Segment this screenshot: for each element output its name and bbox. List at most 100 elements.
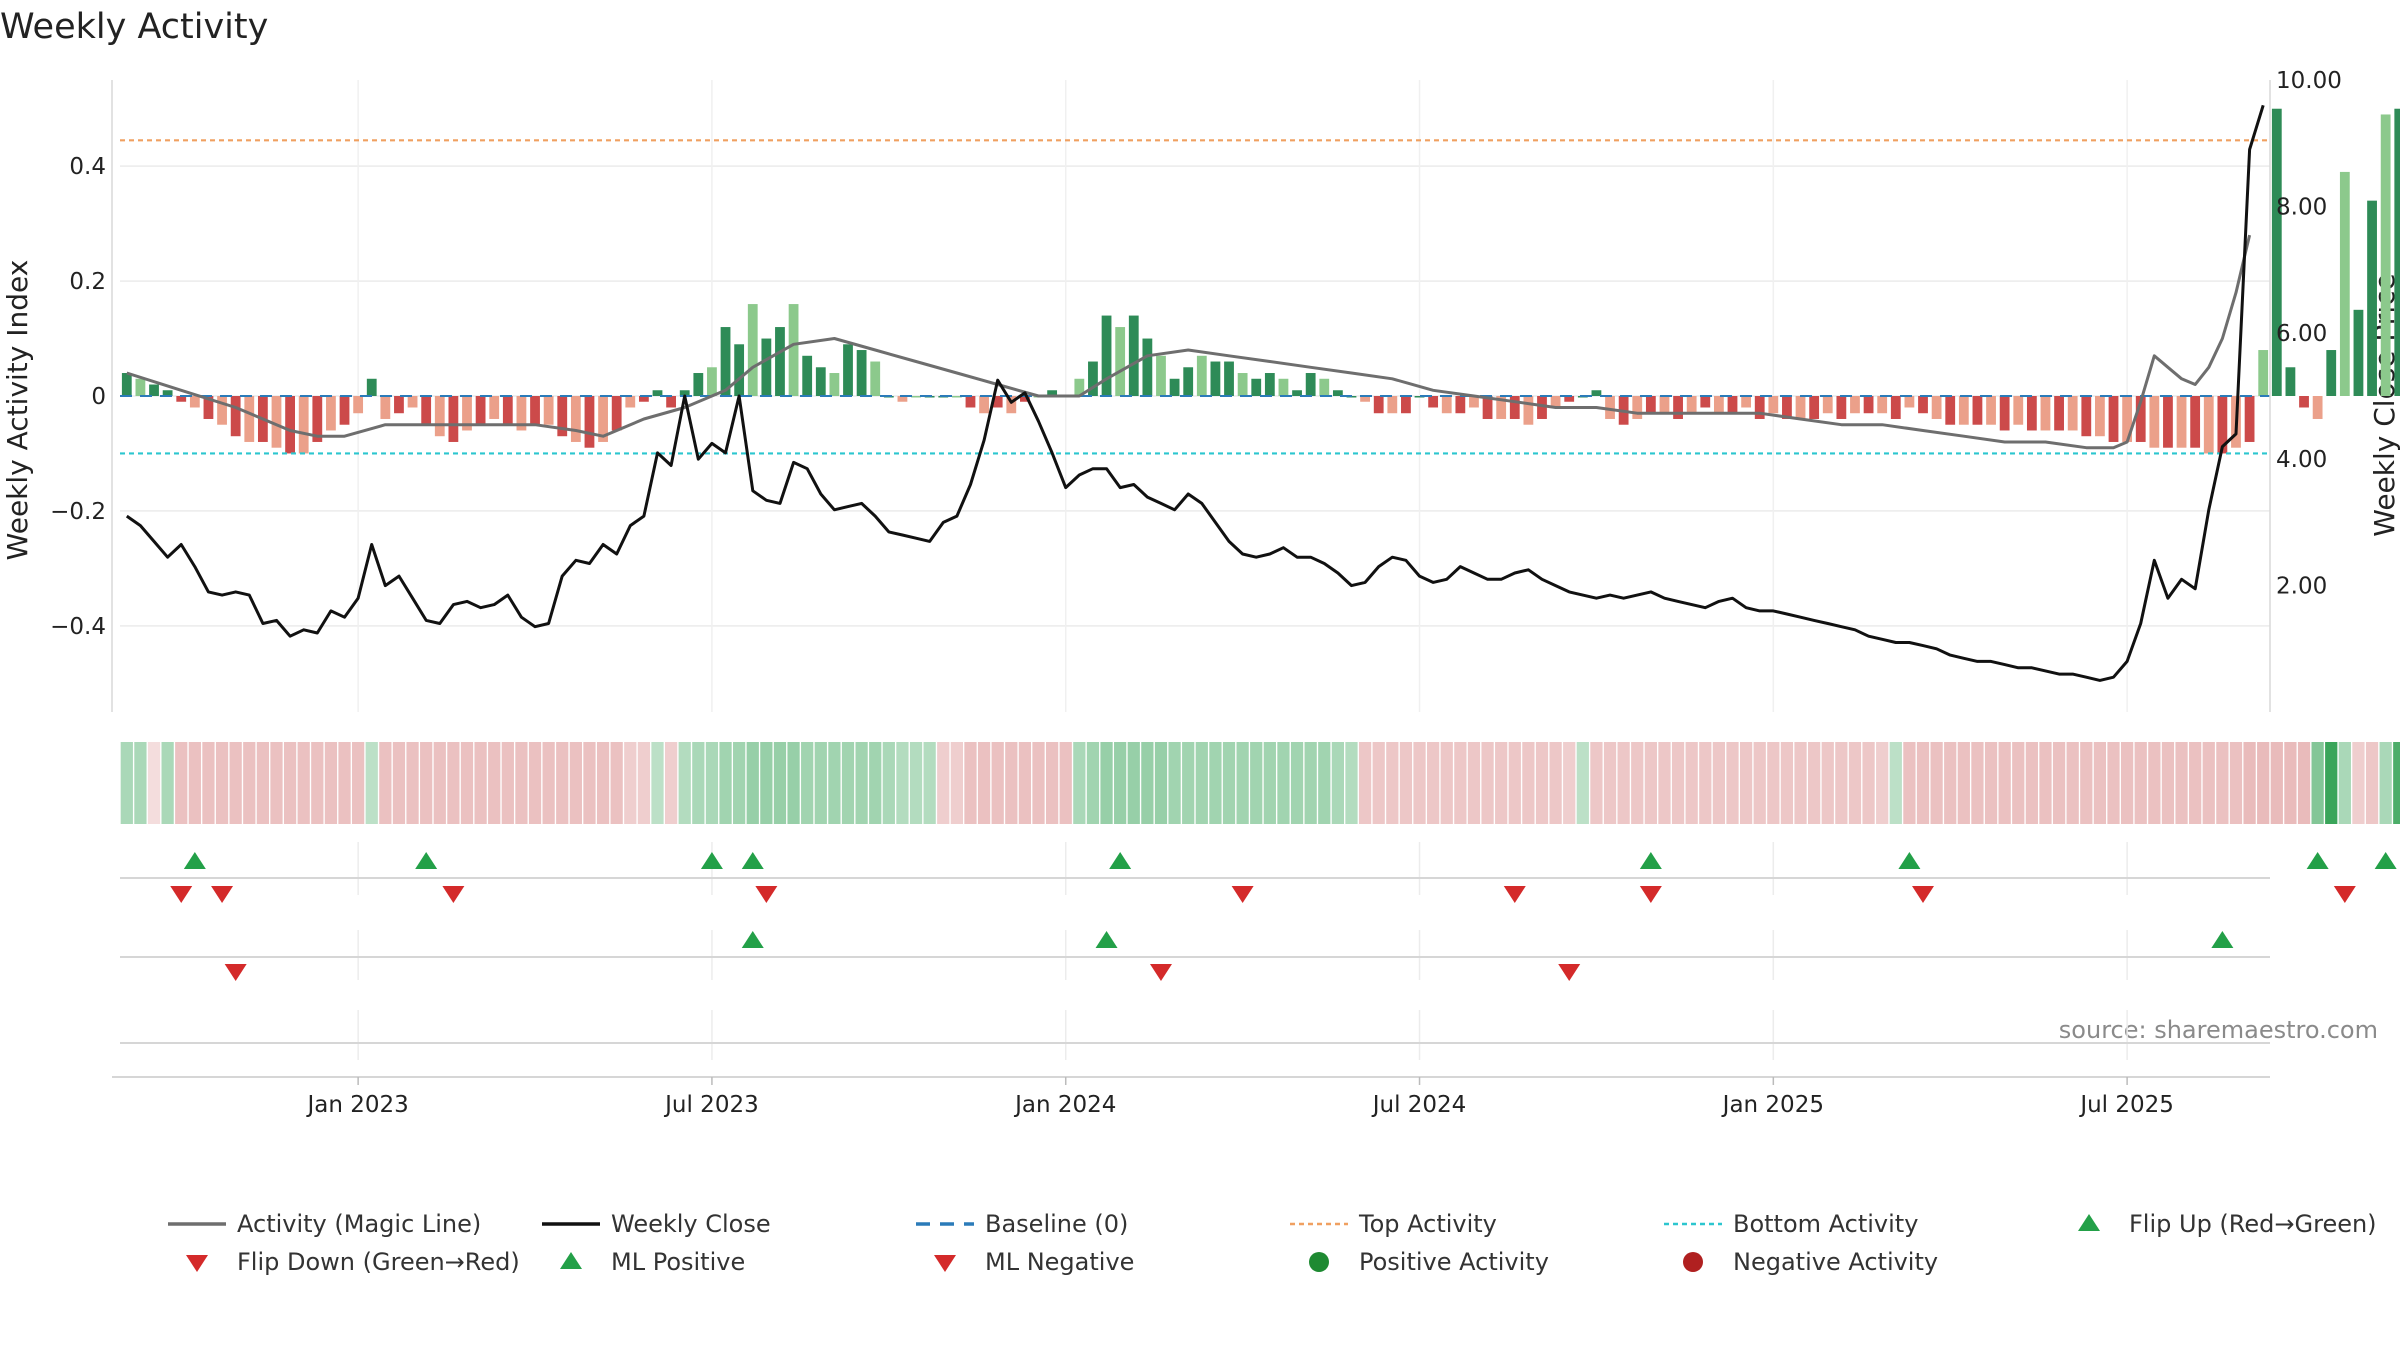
- heatmap-cell: [311, 742, 324, 824]
- flip-up-marker: [2374, 852, 2397, 869]
- y2-tick-label: 10.00: [2276, 68, 2342, 94]
- heatmap-cell: [1780, 742, 1794, 824]
- heatmap-cell: [1236, 742, 1249, 824]
- heatmap-cell: [624, 742, 637, 824]
- heatmap-cell: [297, 742, 310, 824]
- heatmap-cell: [488, 742, 501, 824]
- activity-bar: [298, 396, 309, 454]
- x-tick-label: Jul 2023: [663, 1092, 759, 1118]
- activity-bar: [2394, 108, 2400, 397]
- heatmap-cell: [1045, 742, 1059, 824]
- heatmap-cell: [2257, 742, 2270, 824]
- heatmap-cell: [406, 742, 419, 824]
- activity-bar: [788, 304, 799, 396]
- heatmap-cell: [1141, 742, 1154, 824]
- activity-bar: [1890, 396, 1901, 419]
- flip-up-marker: [415, 852, 438, 869]
- heatmap-cell: [1889, 742, 1902, 824]
- activity-bar: [1101, 315, 1112, 396]
- heatmap-cell: [882, 742, 895, 824]
- heatmap-cell: [1644, 742, 1657, 824]
- heatmap-cell: [2325, 742, 2338, 824]
- activity-bar: [2013, 396, 2024, 425]
- flip-up-marker: [700, 852, 723, 869]
- activity-bar: [1469, 396, 1479, 408]
- activity-bar: [2285, 367, 2296, 396]
- heatmap-cell: [937, 742, 950, 824]
- heatmap-cell: [2202, 742, 2215, 824]
- activity-bar: [271, 396, 282, 448]
- legend-label: Positive Activity: [1359, 1248, 1549, 1276]
- heatmap-cell: [528, 742, 542, 824]
- activity-bar: [230, 396, 241, 437]
- heatmap-cell: [1358, 742, 1372, 824]
- activity-bar: [1605, 396, 1615, 419]
- activity-bar: [2244, 396, 2255, 442]
- heatmap-cell: [1345, 742, 1358, 824]
- y-axis-label: Weekly Activity Index: [1, 260, 34, 561]
- activity-bar: [1169, 378, 1180, 396]
- activity-bar: [203, 396, 214, 419]
- activity-bar: [720, 327, 731, 396]
- activity-bar: [897, 396, 908, 402]
- heatmap-cell: [1086, 742, 1100, 824]
- heatmap-cell: [1944, 742, 1957, 824]
- activity-bar: [1999, 396, 2010, 431]
- heatmap-cell: [2025, 742, 2038, 824]
- activity-bar: [2258, 350, 2269, 396]
- heatmap-cell: [2039, 742, 2052, 824]
- activity-bar: [217, 396, 227, 425]
- activity-bar: [176, 396, 187, 402]
- activity-bar: [652, 390, 663, 396]
- heatmap-cell: [215, 742, 229, 824]
- legend-swatch: [934, 1255, 956, 1272]
- activity-bar: [489, 396, 500, 419]
- heatmap-cell: [324, 742, 338, 824]
- heatmap-cell: [515, 742, 528, 824]
- heatmap-cell: [283, 742, 297, 824]
- legend-item: Flip Down (Green→Red): [186, 1248, 520, 1276]
- heatmap-cell: [1032, 742, 1045, 824]
- legend-swatch: [1683, 1252, 1703, 1272]
- activity-bar: [2081, 396, 2092, 437]
- ml-negative-marker: [1149, 964, 1172, 981]
- heatmap-cell: [1467, 742, 1481, 824]
- activity-bar: [1441, 396, 1452, 414]
- activity-bar: [1074, 378, 1085, 396]
- magic-line-series: [126, 234, 2252, 450]
- activity-bar: [870, 361, 881, 396]
- activity-bar: [1904, 396, 1915, 408]
- activity-bar: [1401, 396, 1411, 414]
- activity-bar: [1986, 396, 1996, 425]
- activity-bar: [1591, 390, 1602, 396]
- heatmap-cell: [1277, 742, 1290, 824]
- activity-bar: [1305, 373, 1316, 396]
- legend-item: Bottom Activity: [1664, 1210, 1918, 1238]
- y-tick-label: 0: [91, 384, 106, 410]
- ml-positive-marker: [741, 931, 764, 948]
- activity-bar: [1768, 396, 1779, 414]
- activity-bar: [1373, 396, 1384, 414]
- activity-bar: [475, 396, 486, 425]
- ml-positive-marker: [2211, 931, 2234, 948]
- heatmap-cell: [1413, 742, 1426, 824]
- x-tick-label: Jan 2024: [1013, 1092, 1116, 1118]
- heatmap-cell: [270, 742, 283, 824]
- heatmap-cell: [2161, 742, 2175, 824]
- activity-bar: [2122, 396, 2133, 442]
- heatmap-cell: [1073, 742, 1086, 824]
- activity-bar: [2190, 396, 2201, 448]
- legend-item: ML Negative: [934, 1248, 1134, 1276]
- activity-bar: [1673, 396, 1683, 419]
- heatmap-cell: [1100, 742, 1113, 824]
- legend-label: Bottom Activity: [1733, 1210, 1918, 1238]
- heatmap-cell: [1331, 742, 1345, 824]
- heatmap-cell: [1427, 742, 1440, 824]
- heatmap-cell: [1018, 742, 1032, 824]
- flip-down-marker: [2333, 886, 2356, 903]
- heatmap-cell: [1005, 742, 1018, 824]
- heatmap-cell: [120, 742, 133, 824]
- legend-item: Weekly Close: [542, 1210, 771, 1238]
- heatmap-cell: [773, 742, 787, 824]
- heatmap-cell: [1617, 742, 1630, 824]
